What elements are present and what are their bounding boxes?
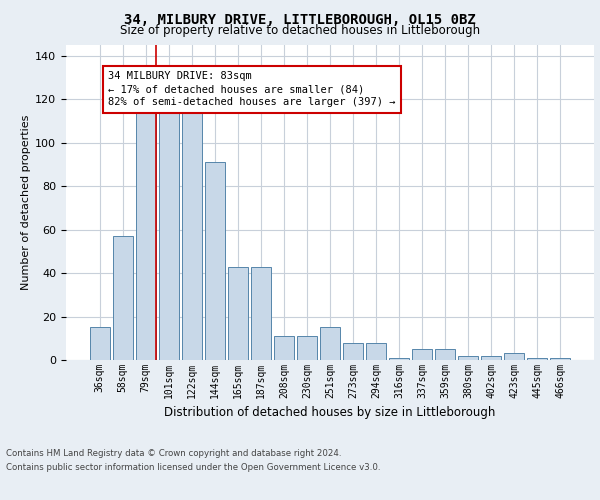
Bar (320, 328, 340, 360)
Bar (436, 349, 455, 360)
Bar (136, 88, 155, 360)
Bar (481, 356, 501, 360)
Bar (251, 266, 271, 360)
Bar (274, 336, 294, 360)
Bar (90, 328, 110, 360)
Text: Contains HM Land Registry data © Crown copyright and database right 2024.: Contains HM Land Registry data © Crown c… (6, 448, 341, 458)
Bar (205, 162, 224, 360)
Bar (182, 78, 202, 360)
X-axis label: Distribution of detached houses by size in Littleborough: Distribution of detached houses by size … (164, 406, 496, 420)
Bar (297, 336, 317, 360)
Text: Contains public sector information licensed under the Open Government Licence v3: Contains public sector information licen… (6, 464, 380, 472)
Bar (366, 342, 386, 360)
Bar (228, 266, 248, 360)
Bar (389, 358, 409, 360)
Text: Size of property relative to detached houses in Littleborough: Size of property relative to detached ho… (120, 24, 480, 37)
Bar (412, 349, 432, 360)
Bar (505, 354, 524, 360)
Bar (343, 342, 363, 360)
Bar (113, 236, 133, 360)
Text: 34, MILBURY DRIVE, LITTLEBOROUGH, OL15 0BZ: 34, MILBURY DRIVE, LITTLEBOROUGH, OL15 0… (124, 12, 476, 26)
Y-axis label: Number of detached properties: Number of detached properties (21, 115, 31, 290)
Bar (527, 358, 547, 360)
Bar (458, 356, 478, 360)
Text: 34 MILBURY DRIVE: 83sqm
← 17% of detached houses are smaller (84)
82% of semi-de: 34 MILBURY DRIVE: 83sqm ← 17% of detache… (108, 71, 395, 108)
Bar (550, 358, 570, 360)
Bar (159, 88, 179, 360)
